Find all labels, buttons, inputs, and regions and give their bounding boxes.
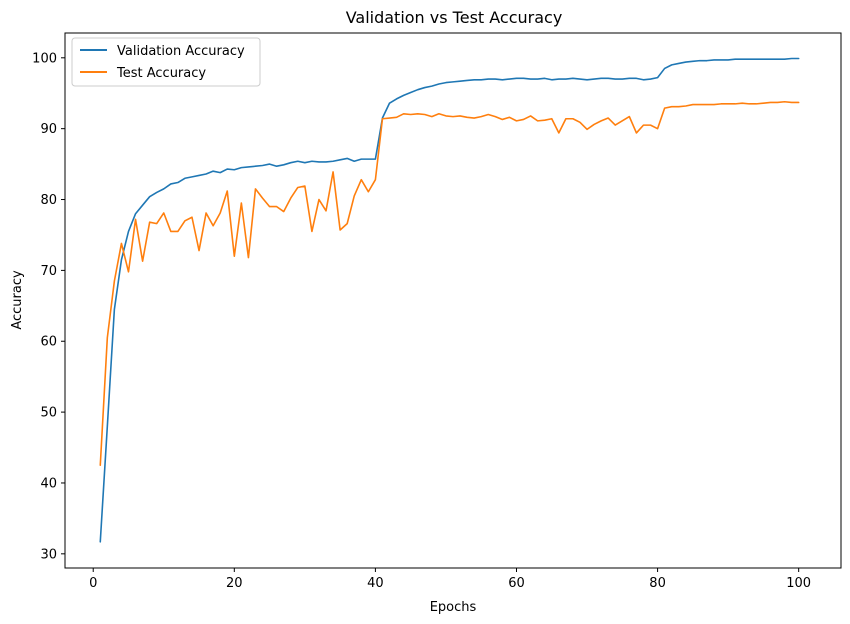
- x-tick-label: 20: [226, 576, 243, 591]
- y-tick-label: 70: [40, 264, 57, 279]
- y-tick-label: 60: [40, 335, 57, 350]
- chart-title: Validation vs Test Accuracy: [346, 8, 563, 27]
- x-axis: 0 20 40 60 80 100: [89, 568, 811, 591]
- plot-frame: [64, 32, 842, 569]
- x-tick-label: 60: [508, 576, 525, 591]
- legend: Validation Accuracy Test Accuracy: [71, 37, 261, 87]
- y-tick-label: 30: [40, 547, 57, 562]
- y-tick-label: 50: [40, 406, 57, 421]
- x-tick-label: 0: [89, 576, 97, 591]
- y-tick-label: 40: [40, 476, 57, 491]
- series-line-test: [99, 100, 800, 467]
- x-tick-label: 40: [367, 576, 384, 591]
- y-axis-title: Accuracy: [10, 270, 25, 330]
- legend-label-validation: Validation Accuracy: [117, 44, 245, 59]
- x-tick-label: 80: [649, 576, 666, 591]
- x-tick-label: 100: [786, 576, 811, 591]
- y-tick-label: 80: [40, 193, 57, 208]
- y-tick-label: 100: [32, 51, 57, 66]
- y-tick-label: 90: [40, 122, 57, 137]
- legend-box: [71, 37, 261, 87]
- x-axis-title: Epochs: [430, 600, 477, 615]
- series-line-validation: [99, 57, 800, 543]
- legend-label-test: Test Accuracy: [116, 66, 206, 81]
- series-layer: [99, 57, 800, 543]
- y-axis: 30 40 50 60 70 80 90 100: [32, 51, 65, 562]
